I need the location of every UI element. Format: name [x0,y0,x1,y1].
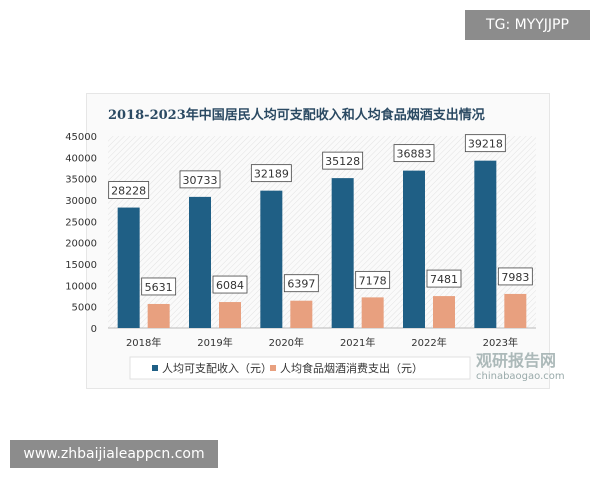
data-label-box [250,164,292,183]
y-tick-label: 35000 [65,175,97,186]
y-tick-label: 45000 [65,132,97,143]
bar-income [260,190,283,328]
data-label: 6084 [216,279,244,292]
x-tick-label: 2018年 [126,336,161,349]
data-label-box [179,170,221,189]
tg-badge: TG: MYYJJPP [465,10,590,40]
x-tick-label: 2021年 [340,336,375,349]
x-tick-label: 2020年 [269,336,304,349]
bar-expense [504,293,527,328]
x-tick-label: 2019年 [197,336,232,349]
y-tick-label: 0 [91,324,97,335]
data-label: 28228 [111,185,146,198]
legend-label: 人均食品烟酒消费支出（元） [280,361,423,375]
bar-expense [433,296,455,328]
watermark-logo: 观研报告网 [476,351,557,370]
bar-expense [290,300,313,328]
data-label: 7983 [501,271,529,284]
legend-marker [270,365,276,371]
bar-income [189,196,211,328]
data-label: 6397 [287,278,315,291]
y-tick-label: 30000 [65,196,97,207]
data-label: 7481 [430,273,458,286]
y-tick-label: 10000 [65,281,97,292]
url-badge: www.zhbaijialeappcn.com [10,440,218,468]
bar-income [403,170,425,328]
data-label: 5631 [145,281,173,294]
bar-income [117,207,140,328]
data-label-box [283,274,319,293]
data-label: 30733 [183,174,218,187]
data-label: 39218 [468,138,503,151]
bar-income [474,160,497,328]
data-label: 32189 [254,168,289,181]
x-tick-label: 2023年 [483,336,518,349]
legend-label: 人均可支配收入（元） [162,361,272,375]
data-label: 36883 [397,148,432,161]
y-tick-label: 15000 [65,260,97,271]
data-label: 35128 [325,155,360,168]
legend-marker [152,365,158,371]
y-tick-label: 20000 [65,239,97,250]
watermark-site: chinabaogao.com [476,371,565,382]
data-label-box [393,144,435,163]
data-label-box [108,181,150,199]
legend-box [129,356,471,380]
bar-expense [361,297,384,328]
bar-expense [147,303,170,328]
data-label: 7178 [359,274,387,287]
data-label-box [212,275,248,294]
x-tick-label: 2022年 [411,336,446,349]
data-label-box [141,277,177,296]
bar-expense [219,302,241,328]
y-tick-label: 5000 [72,303,97,314]
chart-title: 2018-2023年中国居民人均可支配收入和人均食品烟酒支出情况 [108,108,485,123]
bar-income [331,178,354,328]
data-label-box [355,270,391,289]
y-tick-label: 25000 [65,217,97,228]
data-label-box [497,267,533,286]
data-label-box [322,151,364,170]
data-label-box [426,269,462,288]
y-tick-label: 40000 [65,153,97,164]
data-label-box [464,134,506,153]
